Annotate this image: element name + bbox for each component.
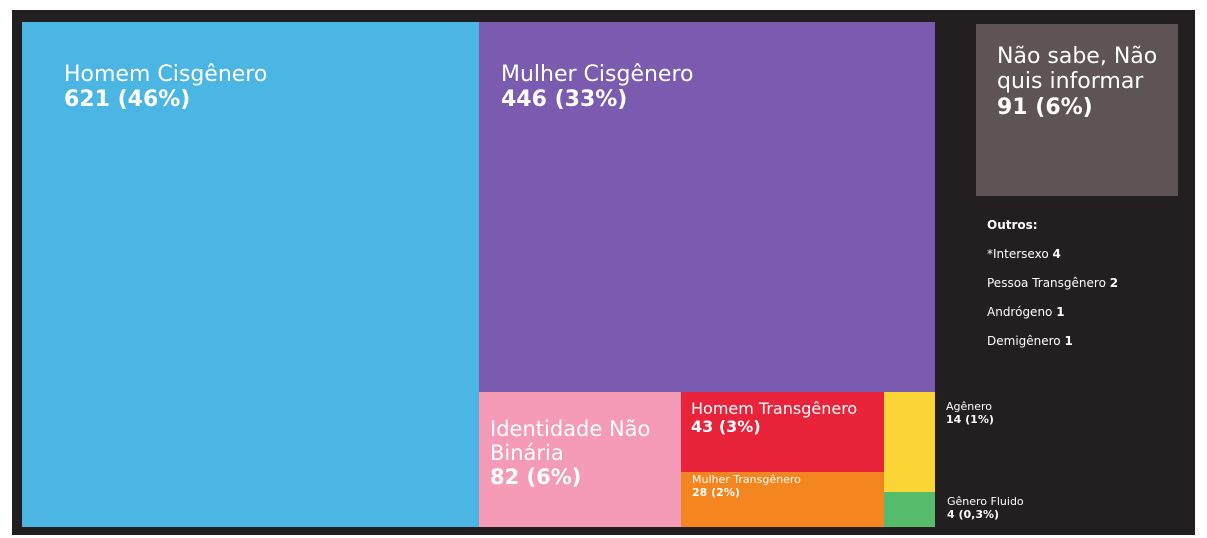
cell-label: Agênero 14 (1%) — [946, 400, 1036, 426]
others-list: Outros: *Intersexo 4 Pessoa Transgênero 2… — [987, 218, 1118, 363]
others-title: Outros: — [987, 218, 1038, 232]
others-item: Andrógeno 1 — [987, 305, 1118, 319]
category-label: Homem Transgênero — [691, 399, 858, 418]
category-label: Homem Cisgênero — [64, 62, 268, 87]
value-label: 91 (6%) — [997, 94, 1093, 120]
category-label: Agênero — [946, 400, 993, 413]
others-value: 2 — [1109, 276, 1119, 290]
cell-label: Identidade Não Binária 82 (6%) — [490, 417, 675, 489]
value-label: 621 (46%) — [64, 87, 191, 113]
treemap-cell — [681, 472, 884, 527]
treemap-cell — [22, 22, 479, 527]
others-value: 1 — [1064, 334, 1073, 348]
treemap-cell — [884, 492, 935, 527]
cell-label: Mulher Cisgênero 446 (33%) — [501, 62, 801, 113]
others-name: Andrógeno — [987, 305, 1053, 319]
category-label: Não sabe, Não quis informar — [997, 44, 1158, 95]
cell-label: Mulher Transgênero 28 (2%) — [692, 473, 812, 499]
category-label: Gênero Fluido — [947, 495, 1024, 508]
treemap-cell — [976, 24, 1178, 196]
value-label: 43 (3%) — [691, 417, 761, 437]
treemap-cell — [884, 392, 935, 492]
category-label: Mulher Transgênero — [692, 473, 801, 486]
value-label: 82 (6%) — [490, 465, 582, 490]
others-item: Pessoa Transgênero 2 — [987, 276, 1118, 290]
others-name: Demigênero — [987, 334, 1061, 348]
cell-label: Gênero Fluido 4 (0,3%) — [947, 495, 1087, 521]
category-label: Mulher Cisgênero — [501, 62, 694, 87]
others-value: 4 — [1052, 247, 1061, 261]
others-item: Demigênero 1 — [987, 334, 1118, 348]
value-label: 446 (33%) — [501, 87, 628, 113]
cell-label: Homem Cisgênero 621 (46%) — [64, 62, 364, 113]
value-label: 4 (0,3%) — [947, 507, 1000, 521]
treemap-cell — [479, 392, 681, 527]
category-label: Identidade Não Binária — [490, 417, 651, 466]
cell-label: Não sabe, Não quis informar 91 (6%) — [997, 44, 1167, 120]
value-label: 28 (2%) — [692, 485, 740, 499]
treemap-cell — [479, 22, 935, 392]
others-value: 1 — [1056, 305, 1065, 319]
others-item: *Intersexo 4 — [987, 247, 1118, 261]
cell-label: Homem Transgênero 43 (3%) — [691, 399, 861, 437]
others-name: *Intersexo — [987, 247, 1049, 261]
treemap-cell — [681, 392, 884, 472]
others-name: Pessoa Transgênero — [987, 276, 1106, 290]
value-label: 14 (1%) — [946, 412, 994, 426]
